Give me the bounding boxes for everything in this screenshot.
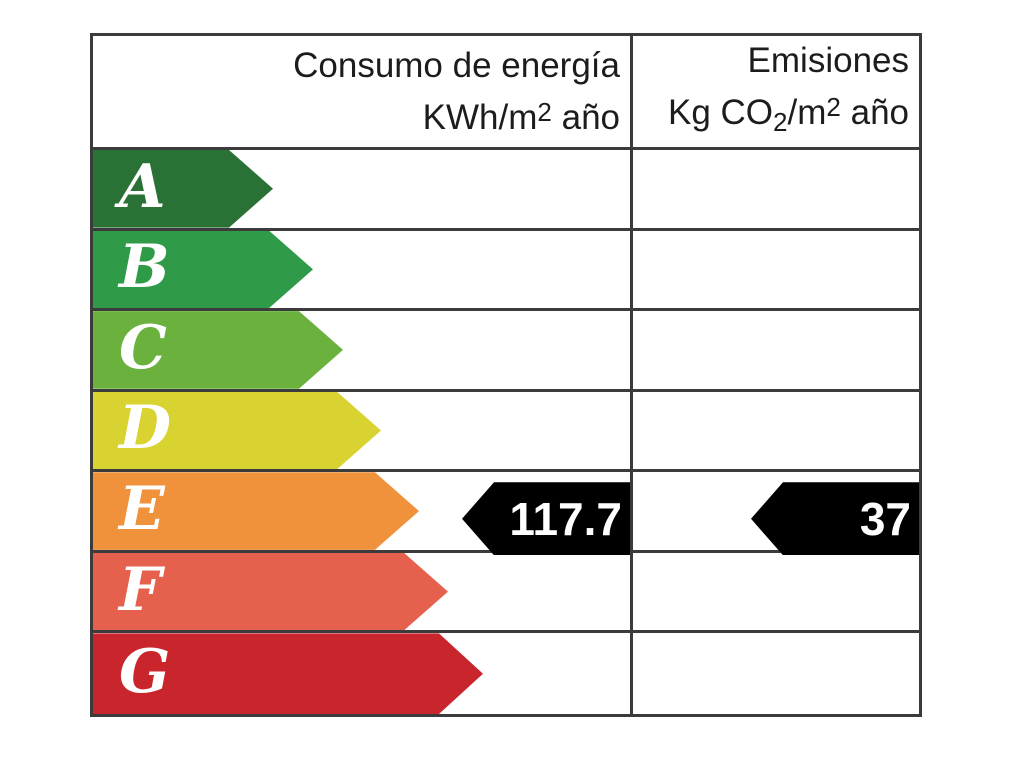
rating-arrow-f: F	[93, 553, 448, 631]
rating-letter-g: G	[119, 636, 171, 707]
emissions-header-line1: Emisiones	[747, 41, 909, 80]
rating-row-f-consumption: F	[93, 552, 633, 634]
rating-letter-c: C	[119, 312, 167, 383]
rating-letter-d: D	[119, 393, 172, 464]
rating-row-b-emissions	[633, 231, 919, 312]
emissions-unit-sub: 2	[773, 107, 788, 137]
rating-arrow-a: A	[93, 150, 273, 228]
emissions-value: 37	[859, 492, 911, 545]
rating-row-g-consumption: G	[93, 633, 633, 714]
consumption-header-line1: Consumo de energía	[293, 45, 620, 85]
emissions-header: Emisiones Kg CO2/m2 año	[633, 36, 919, 150]
rating-arrow-e: E	[93, 472, 419, 550]
rating-letter-a: A	[119, 151, 166, 222]
consumption-unit-post: año	[551, 97, 620, 137]
consumption-value: 117.7	[509, 492, 622, 545]
consumption-header-line2: KWh/m2 año	[423, 89, 620, 141]
rating-arrow-b: B	[93, 231, 313, 309]
emissions-header-line2: Kg CO2/m2 año	[668, 84, 909, 145]
rating-row-f-emissions	[633, 553, 919, 634]
rating-row-c-consumption: C	[93, 311, 633, 392]
rating-row-c-emissions	[633, 311, 919, 392]
consumption-unit-pre: KWh/m	[422, 97, 538, 137]
consumption-header: Consumo de energía KWh/m2 año	[93, 36, 633, 150]
rating-row-a-emissions	[633, 150, 919, 231]
rating-arrow-d: D	[93, 392, 381, 470]
emissions-unit-sup: 2	[826, 92, 841, 122]
consumption-value-arrow: 117.7	[462, 482, 630, 556]
emissions-unit-pre: Kg CO	[668, 93, 774, 132]
rating-row-g-emissions	[633, 633, 919, 714]
rating-row-e-consumption: E 117.7	[93, 472, 633, 556]
emissions-unit-post: año	[840, 93, 909, 132]
rating-letter-f: F	[119, 554, 162, 625]
consumption-unit-sup: 2	[537, 96, 552, 127]
rating-row-d-consumption: D	[93, 391, 633, 473]
rating-row-e-emissions: 37	[633, 472, 919, 556]
rating-letter-e: E	[119, 474, 165, 545]
rating-row-a-consumption: A	[93, 150, 633, 231]
energy-rating-table: Consumo de energía KWh/m2 año Emisiones …	[90, 33, 922, 717]
rating-arrow-g: G	[93, 633, 483, 714]
rating-row-b-consumption: B	[93, 230, 633, 312]
rating-row-d-emissions	[633, 392, 919, 473]
emissions-value-arrow: 37	[751, 482, 919, 556]
rating-letter-b: B	[119, 232, 170, 303]
emissions-unit-mid: /m	[787, 93, 827, 132]
rating-arrow-c: C	[93, 311, 343, 389]
